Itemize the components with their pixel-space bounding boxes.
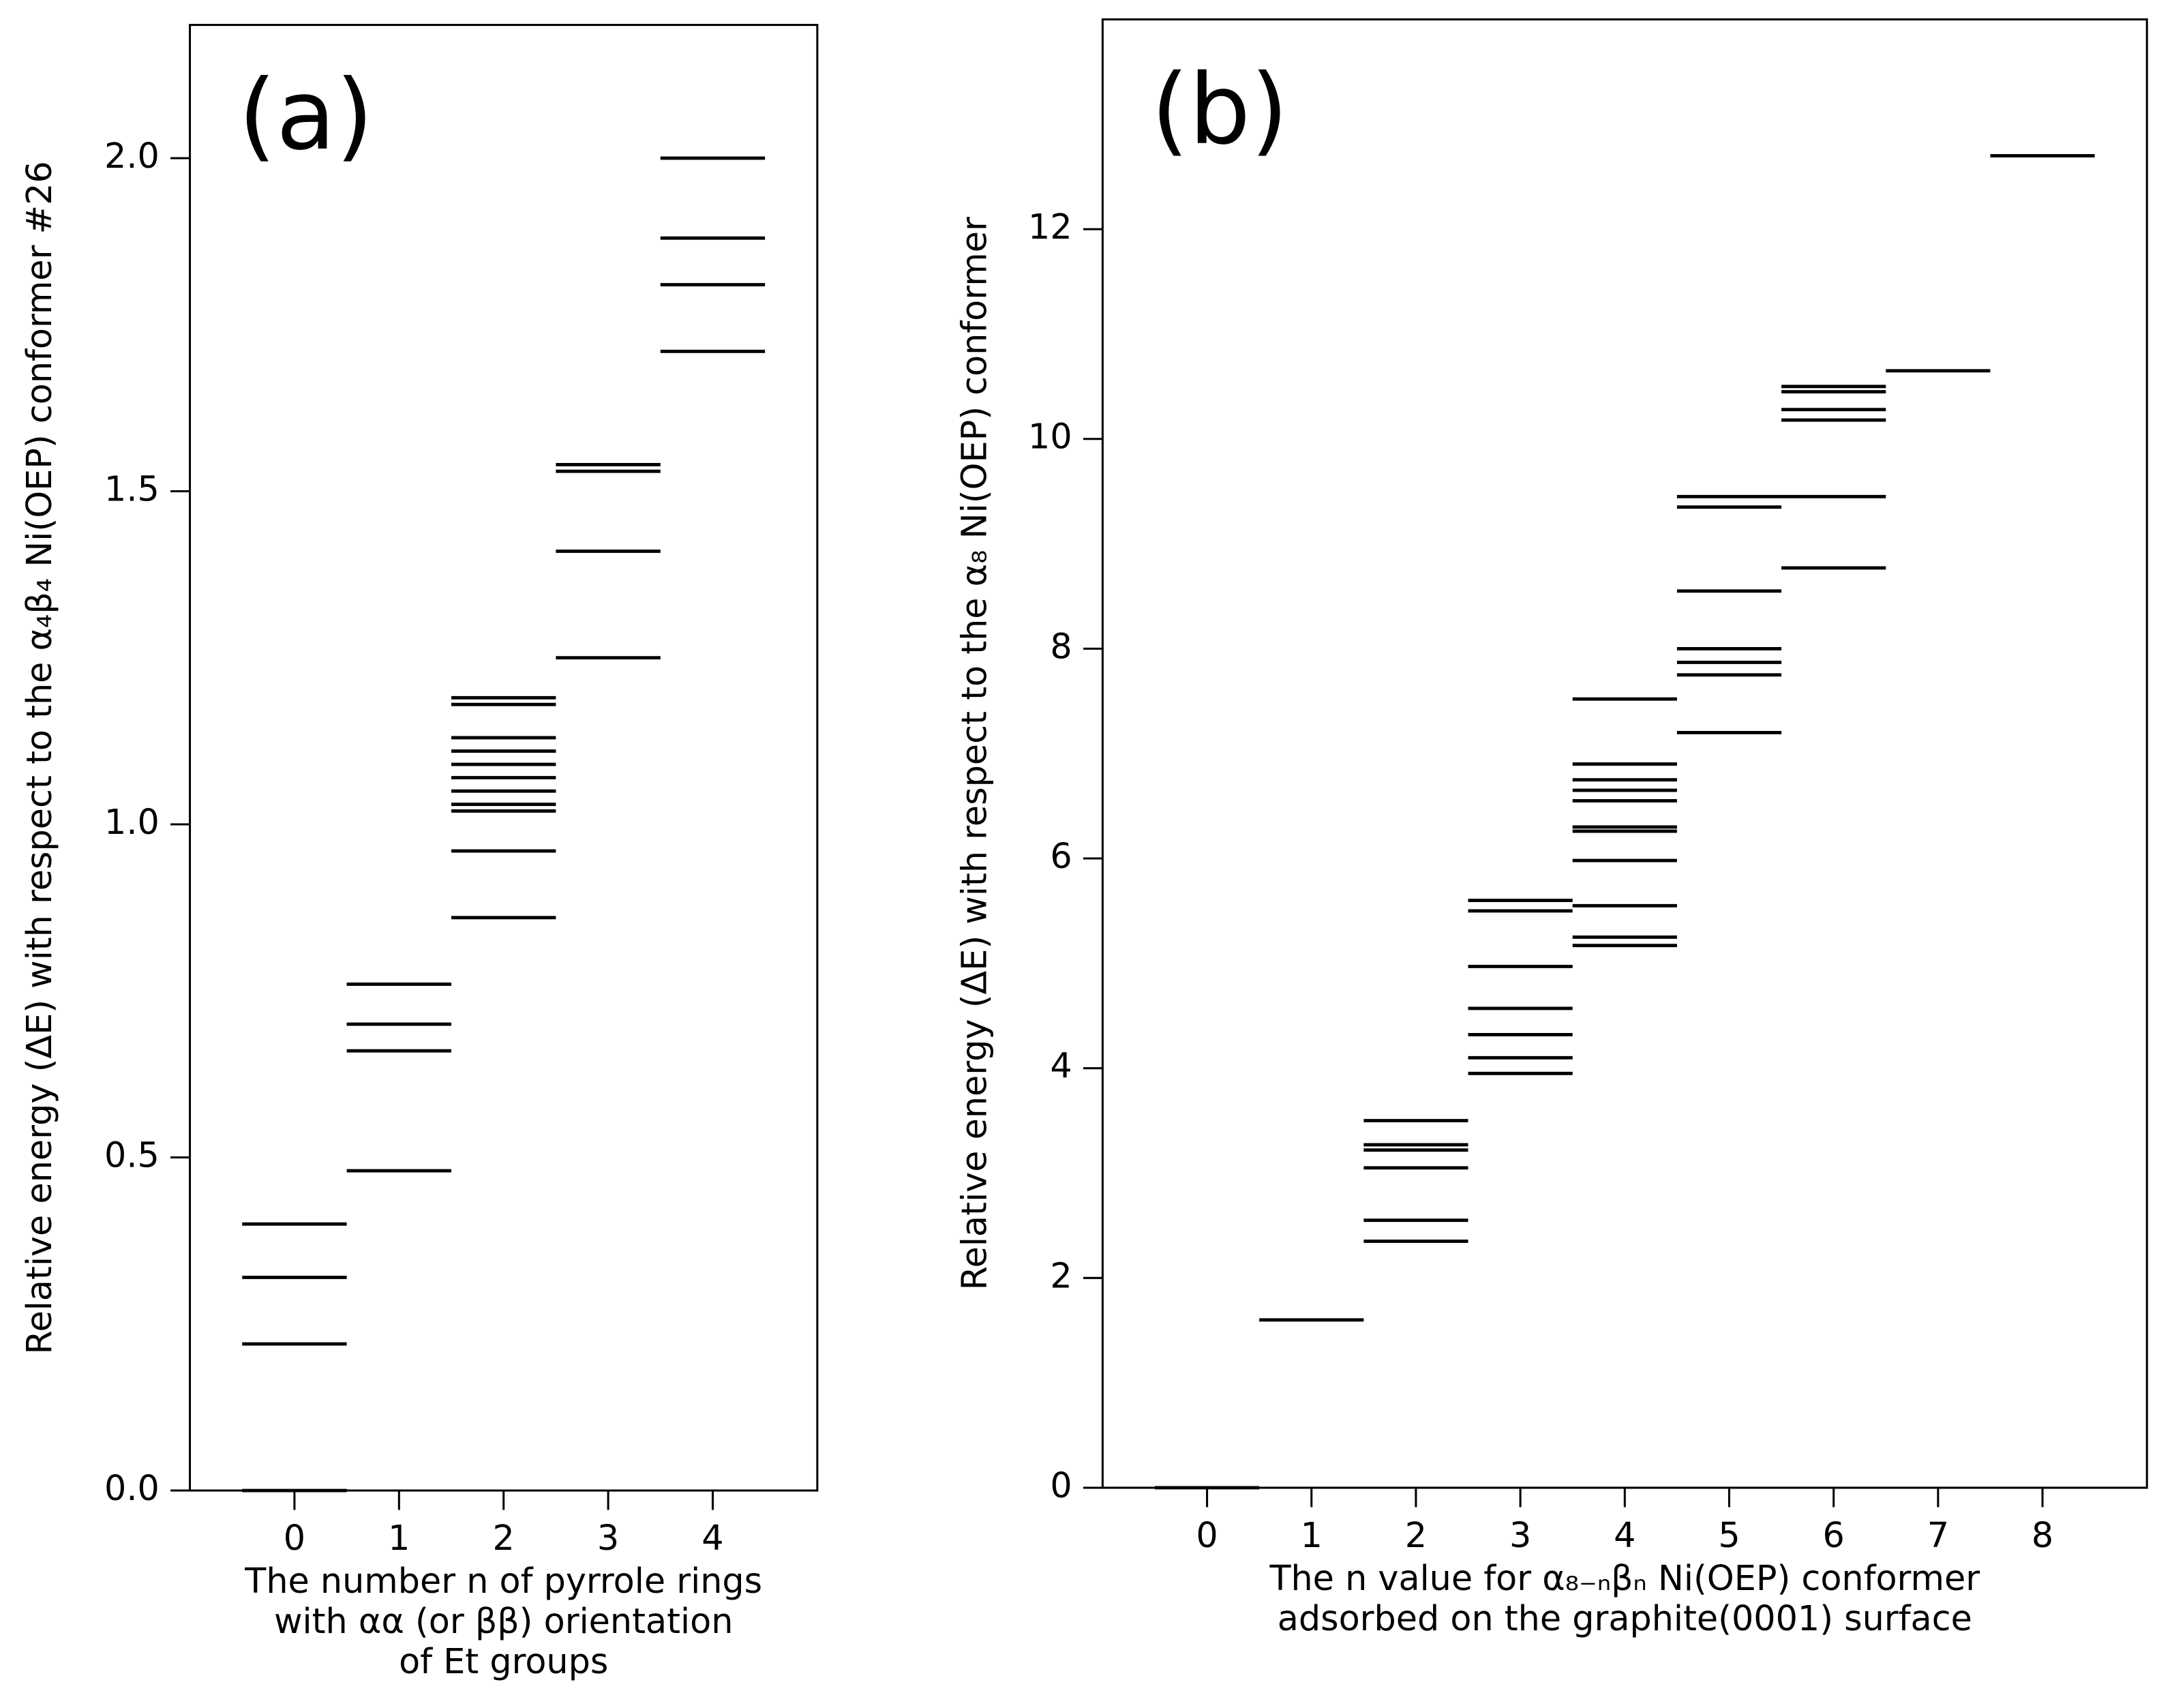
x-axis-label: The number n of pyrrole rings [244,1561,762,1601]
y-tick-label: 0.0 [104,1468,160,1508]
y-tick-label: 8 [1050,626,1072,666]
y-tick-label: 6 [1050,836,1072,876]
y-tick-label: 10 [1028,417,1072,457]
x-tick-label: 2 [1405,1515,1427,1555]
x-tick-label: 3 [597,1518,619,1558]
y-tick-label: 1.0 [104,802,160,842]
panel-label: (a) [239,59,374,172]
x-tick-label: 6 [1823,1515,1845,1555]
y-tick-label: 2 [1050,1255,1072,1295]
y-axis-label: Relative energy (ΔE) with respect to the… [19,161,59,1354]
y-tick-label: 0.5 [104,1135,160,1175]
y-tick-label: 2.0 [104,136,160,176]
x-tick-label: 0 [1196,1515,1218,1555]
y-axis-label: Relative energy (ΔE) with respect to the… [954,217,995,1290]
y-tick-label: 12 [1028,207,1072,247]
y-tick-label: 4 [1050,1046,1072,1086]
x-tick-label: 4 [702,1518,723,1558]
plot-frame [1101,18,2148,1489]
y-tick-label: 0 [1050,1465,1072,1505]
y-tick-label: 1.5 [104,468,160,509]
x-tick-label: 4 [1614,1515,1635,1555]
x-tick-label: 7 [1927,1515,1949,1555]
x-tick-label: 3 [1509,1515,1531,1555]
panel-label: (b) [1151,53,1288,166]
x-tick-label: 1 [388,1518,410,1558]
x-axis-label: of Et groups [399,1641,608,1681]
x-tick-label: 5 [1718,1515,1740,1555]
x-tick-label: 0 [284,1518,305,1558]
x-axis-label: adsorbed on the graphite(0001) surface [1278,1598,1972,1638]
x-axis-label: with αα (or ββ) orientation [274,1601,733,1641]
x-tick-label: 8 [2032,1515,2053,1555]
plot-frame [189,24,819,1492]
x-axis-label: The n value for α₈₋ₙβₙ Ni(OEP) conformer [1269,1558,1980,1598]
x-tick-label: 1 [1301,1515,1323,1555]
x-tick-label: 2 [493,1518,515,1558]
